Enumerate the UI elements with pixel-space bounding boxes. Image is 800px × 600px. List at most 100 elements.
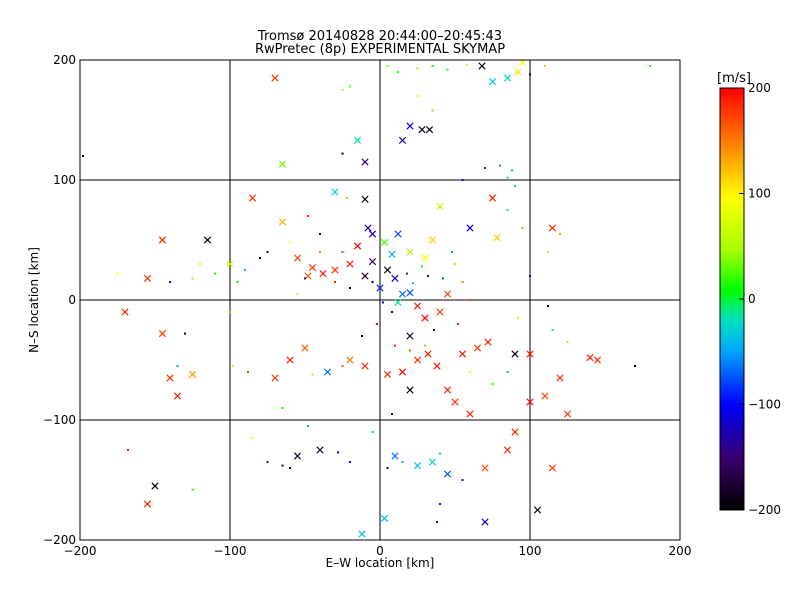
data-point-small — [514, 185, 516, 187]
data-point-small — [397, 71, 399, 73]
colorbar-ticks: −200 −100 0 100 200 — [739, 81, 781, 517]
data-point-small — [511, 169, 513, 172]
data-point-cross — [425, 125, 434, 134]
data-point-small — [461, 281, 464, 283]
data-point-cross — [380, 238, 389, 247]
data-point-small — [311, 373, 314, 376]
x-tick-label: 100 — [519, 544, 542, 558]
data-point-cross — [361, 195, 369, 203]
data-point-cross — [478, 62, 486, 70]
data-point-cross — [353, 136, 362, 145]
data-point-small — [416, 67, 419, 70]
data-point-small — [529, 73, 531, 76]
data-point-small — [421, 265, 423, 268]
data-point-small — [469, 371, 471, 373]
data-point-small — [394, 344, 396, 347]
data-point-small — [451, 251, 453, 253]
data-point-cross — [143, 274, 152, 283]
data-point-cross — [188, 370, 197, 379]
data-point-small — [191, 488, 194, 491]
data-point-cross — [383, 370, 392, 379]
data-point-small — [406, 272, 408, 275]
data-point-cross — [331, 266, 339, 274]
data-point-cross — [484, 338, 492, 346]
colorbar-label: [m/s] — [717, 71, 751, 86]
y-axis-label: N–S location [km] — [27, 247, 41, 353]
data-point-small — [341, 251, 344, 253]
data-point-small — [521, 227, 524, 229]
data-point-cross — [548, 224, 557, 232]
y-tick-label: −200 — [43, 533, 76, 547]
data-point-cross — [248, 194, 257, 202]
data-point-cross — [473, 344, 482, 352]
data-point-small — [251, 437, 254, 439]
data-point-cross — [433, 362, 441, 370]
data-point-cross — [586, 353, 594, 362]
data-point-cross — [391, 274, 399, 283]
data-point-cross — [526, 350, 534, 358]
data-point-small — [461, 179, 464, 181]
data-point-small — [439, 452, 441, 455]
data-point-small — [289, 241, 291, 244]
data-point-small — [401, 461, 404, 463]
data-point-small — [349, 85, 351, 88]
data-point-small — [634, 365, 636, 367]
data-point-cross — [151, 482, 159, 490]
data-point-small — [349, 287, 351, 289]
data-point-small — [551, 329, 554, 331]
data-point-cross — [556, 374, 564, 382]
data-point-small — [391, 311, 393, 313]
data-point-cross — [488, 77, 497, 86]
data-point-small — [454, 263, 456, 265]
data-point-cross — [421, 314, 429, 322]
chart-subtitle: RwPretec (8p) EXPERIMENTAL SKYMAP — [255, 42, 505, 57]
data-point-cross — [346, 260, 354, 268]
data-point-small — [176, 365, 179, 367]
data-point-cross — [361, 362, 369, 370]
data-point-small — [506, 209, 509, 211]
data-point-cross — [394, 230, 402, 238]
data-point-cross — [368, 230, 377, 238]
data-point-cross — [511, 428, 519, 436]
data-point-cross — [166, 374, 174, 382]
data-point-small — [304, 277, 306, 280]
colorbar-tick-label: −100 — [748, 398, 781, 412]
data-point-small — [199, 263, 201, 265]
data-point-cross — [376, 284, 384, 292]
data-point-small — [281, 464, 284, 467]
data-point-cross — [466, 410, 474, 418]
data-point-cross — [436, 202, 444, 211]
data-point-cross — [443, 290, 452, 298]
data-point-small — [337, 451, 339, 454]
grid-lines — [80, 60, 680, 540]
data-point-small — [169, 281, 171, 283]
data-points — [82, 60, 651, 538]
y-tick-label: 100 — [53, 173, 76, 187]
data-point-small — [341, 365, 344, 367]
data-point-small — [649, 65, 651, 67]
data-point-small — [409, 349, 411, 352]
data-point-small — [436, 521, 438, 523]
data-point-cross — [361, 158, 369, 166]
x-axis-label: E–W location [km] — [326, 556, 435, 570]
data-point-cross — [436, 308, 444, 316]
data-point-cross — [173, 392, 182, 400]
data-point-cross — [511, 350, 519, 358]
data-point-small — [82, 155, 84, 157]
data-point-small — [461, 479, 464, 481]
data-point-small — [506, 371, 509, 373]
data-point-small — [431, 109, 434, 112]
data-point-cross — [481, 464, 489, 472]
data-point-small — [386, 467, 389, 469]
data-point-small — [319, 251, 321, 253]
x-tick-label: 0 — [376, 544, 384, 558]
data-point-small — [566, 341, 569, 343]
data-point-small — [371, 431, 374, 433]
data-point-small — [457, 323, 459, 325]
data-point-small — [281, 407, 284, 409]
data-point-small — [376, 323, 378, 325]
data-point-small — [382, 301, 384, 304]
data-point-small — [184, 332, 186, 335]
colorbar-tick-label: −200 — [748, 503, 781, 517]
data-point-cross — [121, 308, 129, 316]
